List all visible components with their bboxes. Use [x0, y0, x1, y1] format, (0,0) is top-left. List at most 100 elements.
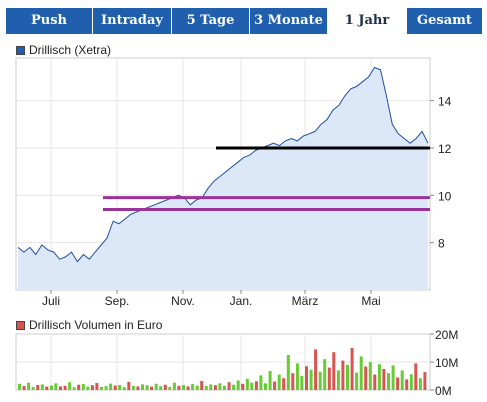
volume-bar: [382, 369, 386, 390]
volume-bar: [159, 386, 163, 390]
x-tick-label: Mai: [361, 294, 380, 308]
volume-bar: [405, 379, 409, 390]
volume-bar: [341, 360, 345, 390]
volume-bar: [418, 378, 422, 390]
volume-bar: [45, 386, 49, 390]
tab-5-tage[interactable]: 5 Tage: [172, 8, 249, 34]
volume-bar: [100, 386, 103, 390]
volume-bar: [113, 385, 117, 390]
volume-bar: [182, 385, 185, 390]
volume-bar: [154, 383, 158, 390]
volume-bar: [136, 386, 140, 390]
volume-bar: [200, 381, 204, 390]
y-tick-label: 10: [438, 189, 452, 203]
volume-bar: [273, 381, 277, 390]
volume-bar: [131, 385, 135, 390]
price-legend-swatch: [16, 46, 25, 55]
volume-bar: [332, 352, 336, 390]
volume-bar: [31, 386, 35, 390]
volume-bar: [77, 384, 81, 390]
volume-bar: [122, 387, 126, 390]
volume-bar: [318, 371, 322, 390]
volume-bar: [186, 386, 190, 390]
volume-bar: [72, 387, 76, 390]
tab-push[interactable]: Push: [6, 8, 92, 34]
volume-bar: [250, 382, 254, 390]
volume-bar: [323, 359, 327, 390]
volume-bar: [387, 373, 390, 390]
volume-bar: [368, 362, 372, 390]
volume-bar: [245, 378, 249, 390]
x-tick-label: Juli: [42, 294, 60, 308]
volume-bar: [346, 364, 349, 390]
volume-bar: [18, 383, 21, 390]
volume-bar: [264, 383, 267, 390]
y-tick-label: 12: [438, 142, 452, 156]
volume-bar: [364, 366, 368, 390]
volume-bar: [305, 366, 308, 390]
volume-bar: [295, 363, 299, 390]
volume-bar: [286, 355, 290, 390]
time-range-tabs: Push Intraday 5 Tage 3 Monate 1 Jahr Ges…: [6, 8, 482, 34]
volume-bar: [327, 367, 331, 390]
volume-bar: [68, 382, 72, 390]
volume-bar: [109, 383, 113, 390]
volume-bar: [27, 382, 31, 390]
volume-bar: [259, 375, 263, 390]
volume-bar: [282, 378, 286, 390]
volume-bar: [172, 382, 176, 390]
volume-bar: [359, 356, 363, 390]
x-tick-label: Jan.: [230, 294, 253, 308]
volume-bar: [22, 386, 26, 390]
volume-bar: [40, 384, 44, 390]
price-area-fill: [18, 67, 428, 290]
volume-bar: [277, 374, 281, 390]
volume-bar: [400, 370, 404, 390]
volume-bar: [49, 385, 53, 390]
volume-chart: 20M 10M 0M: [15, 328, 458, 398]
price-legend-label: Drillisch (Xetra): [29, 43, 112, 57]
tab-3-monate[interactable]: 3 Monate: [250, 8, 327, 34]
volume-bar: [59, 386, 62, 390]
volume-bar: [218, 383, 222, 390]
tab-gesamt[interactable]: Gesamt: [407, 8, 482, 34]
y-tick-label: 8: [438, 237, 445, 251]
volume-bar: [54, 383, 58, 390]
volume-bar: [86, 386, 90, 390]
volume-bar: [150, 386, 154, 390]
volume-bar: [223, 385, 226, 390]
volume-y-tick-label: 10M: [435, 356, 458, 370]
volume-bar: [291, 373, 295, 390]
price-chart: 8 10 12 14 Juli Sep. Nov. Jan. März Mai: [15, 57, 452, 308]
volume-bar: [268, 371, 272, 390]
volume-bar: [309, 369, 313, 390]
volume-legend-swatch: [16, 321, 25, 330]
volume-bar: [191, 384, 195, 390]
volume-bar: [81, 384, 85, 390]
volume-bar: [355, 372, 359, 390]
price-legend: Drillisch (Xetra): [16, 43, 111, 57]
volume-bar: [377, 364, 381, 390]
volume-bar: [391, 365, 395, 390]
volume-y-tick-label: 0M: [435, 384, 452, 398]
y-tick-label: 14: [438, 95, 452, 109]
price-line: [17, 66, 429, 263]
volume-bar: [104, 386, 108, 390]
volume-bar: [90, 385, 94, 390]
volume-bar: [241, 383, 245, 390]
volume-bar: [195, 385, 199, 390]
volume-bar: [209, 384, 213, 390]
x-tick-label: Sep.: [105, 294, 130, 308]
volume-bar: [36, 385, 40, 390]
volume-bar: [373, 374, 377, 390]
tab-1-jahr[interactable]: 1 Jahr: [328, 8, 406, 34]
tab-intraday[interactable]: Intraday: [93, 8, 171, 34]
volume-bar: [414, 363, 418, 390]
volume-bar: [423, 372, 427, 390]
volume-bar: [396, 377, 400, 390]
volume-bar: [145, 385, 149, 390]
volume-bar: [95, 383, 99, 390]
volume-bar: [227, 382, 231, 390]
volume-bar: [336, 370, 340, 390]
